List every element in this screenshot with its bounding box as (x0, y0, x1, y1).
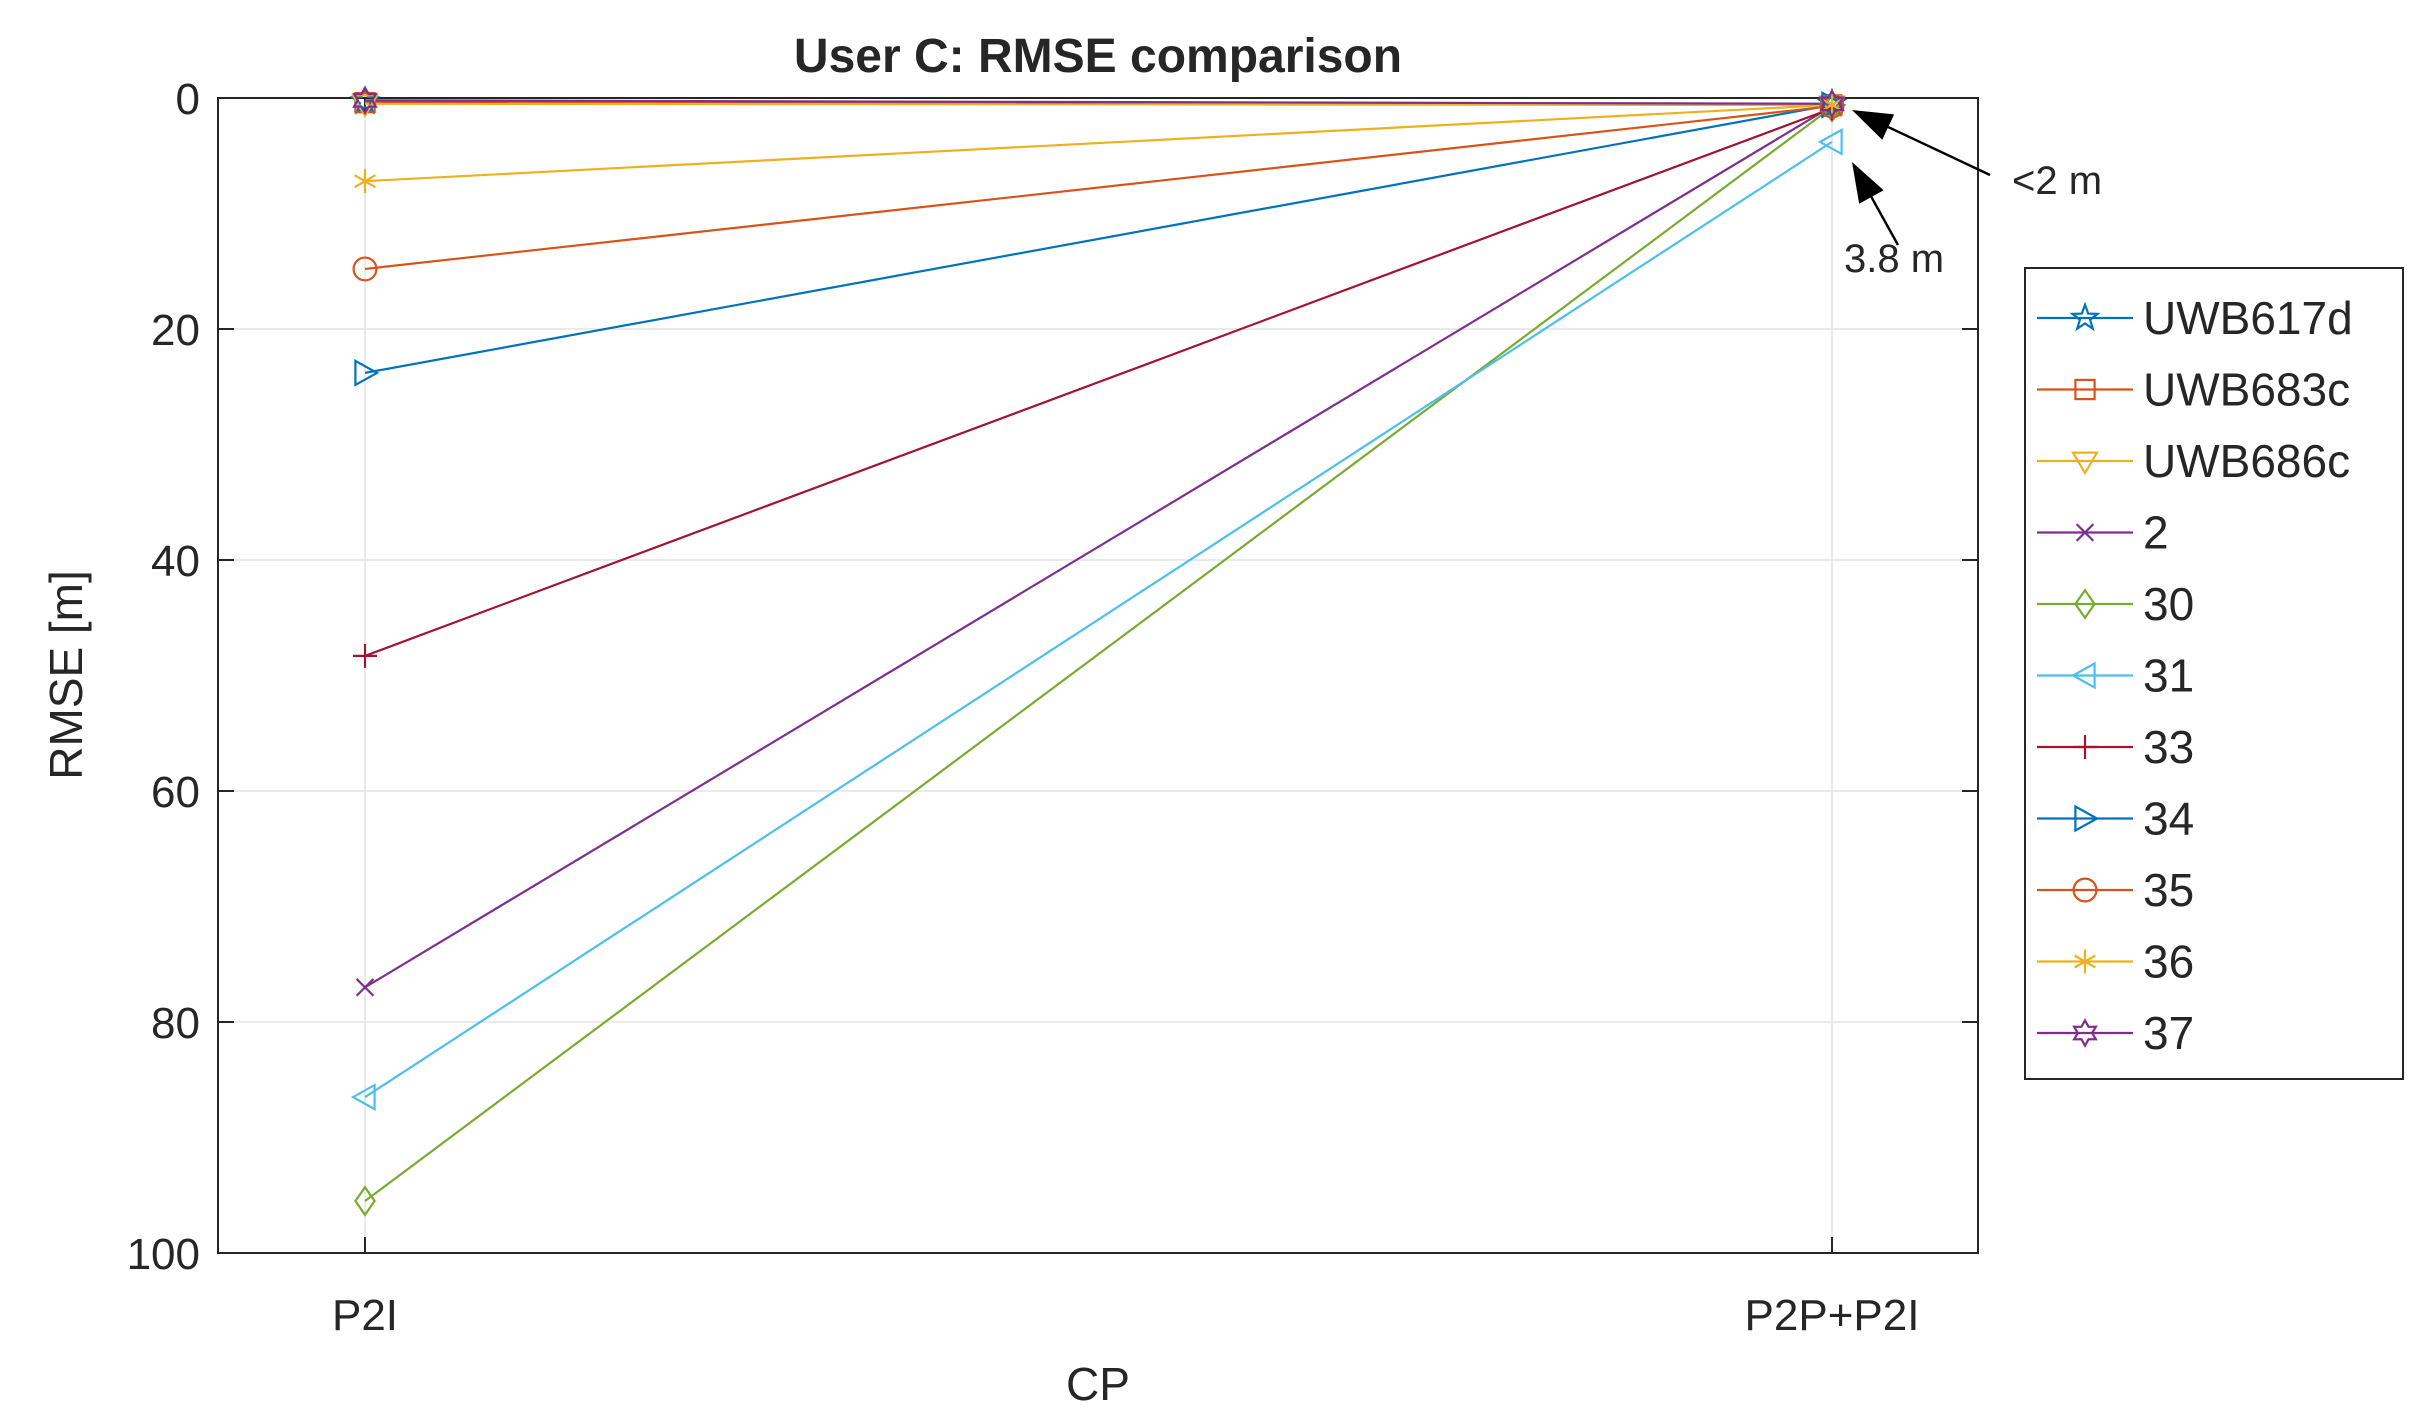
legend-item: 31 (2037, 650, 2194, 702)
legend-label: 36 (2143, 936, 2194, 988)
legend-marker (2070, 661, 2096, 690)
annotation-label: <2 m (2012, 159, 2102, 203)
series-line (364, 140, 1833, 1098)
annotation-arrow (1852, 110, 1991, 177)
chart-title: User C: RMSE comparison (794, 30, 1402, 83)
legend-marker (2075, 523, 2095, 542)
legend-item: UWB617d (2037, 292, 2353, 344)
series-lines (364, 99, 1833, 1202)
legend-label: 2 (2143, 507, 2169, 559)
x-tick-label: P2I (332, 1291, 398, 1340)
legend-marker (2074, 378, 2096, 401)
data-point (353, 643, 377, 668)
series-line (364, 99, 1833, 105)
data-point (350, 1083, 376, 1111)
legend-label: UWB617d (2143, 292, 2353, 344)
data-point (354, 1185, 376, 1217)
series-line (364, 103, 1833, 374)
legend-item: 36 (2037, 936, 2194, 988)
y-tick-label: 0 (176, 75, 200, 124)
data-point (354, 169, 376, 194)
legend-marker (2073, 735, 2097, 759)
x-tick-label: P2P+P2I (1745, 1291, 1920, 1340)
y-tick-label: 60 (151, 768, 200, 817)
series-line (364, 105, 1833, 989)
legend-box (2024, 267, 2404, 1080)
series-line (364, 103, 1833, 183)
legend-marker (2074, 588, 2096, 620)
data-point (1821, 92, 1843, 117)
legend-item: 34 (2037, 793, 2194, 845)
legend-label: 37 (2143, 1007, 2194, 1059)
legend-marker (2074, 804, 2100, 833)
annotation-arrow (1852, 162, 1900, 246)
series-line (364, 102, 1833, 107)
annotation-label: 3.8 m (1844, 237, 1944, 281)
legend-item: UWB686c (2037, 435, 2350, 487)
legend-marker (2071, 451, 2099, 476)
y-tick-label: 80 (151, 999, 200, 1048)
legend-marker (2072, 1018, 2098, 1048)
legend-label: 31 (2143, 650, 2194, 702)
x-axis-label: CP (1066, 1358, 1130, 1410)
series-line (364, 107, 1833, 657)
data-point (1819, 88, 1845, 119)
plot-area (217, 97, 1979, 1254)
series-line (364, 104, 1833, 271)
y-axis-label: RMSE [m] (40, 570, 92, 780)
legend-marker (2074, 949, 2096, 974)
legend-label: UWB686c (2143, 435, 2350, 487)
data-point (352, 256, 378, 282)
y-tick-label: 20 (151, 306, 200, 355)
legend-item: 2 (2037, 507, 2169, 559)
series-markers (349, 85, 1848, 1217)
legend-item: 30 (2037, 578, 2194, 630)
data-point (352, 85, 378, 116)
series-line (364, 106, 1833, 1202)
legend-label: 35 (2143, 864, 2194, 916)
data-point (354, 359, 380, 387)
data-point (355, 978, 375, 997)
legend-item: 35 (2037, 864, 2194, 916)
y-tick-label: 40 (151, 537, 200, 586)
legend-marker (2069, 301, 2101, 332)
legend-label: UWB683c (2143, 364, 2350, 416)
annotations: <2 m 3.8 m (1844, 110, 2102, 281)
legend-marker (2072, 877, 2098, 903)
axis-ticks: 0 20 40 60 80 100 P2I P2P+P2I (127, 75, 1978, 1340)
legend-item: UWB683c (2037, 364, 2350, 416)
legend-item: 37 (2037, 1007, 2194, 1059)
data-point (1817, 128, 1843, 156)
y-tick-label: 100 (127, 1230, 200, 1279)
legend-label: 30 (2143, 578, 2194, 630)
legend: UWB617d UWB683c UWB686c 2 30 31 33 34 35 36 37 (2024, 267, 2404, 1080)
legend-label: 34 (2143, 793, 2194, 845)
data-point (1821, 91, 1847, 119)
legend-label: 33 (2143, 721, 2194, 773)
legend-item: 33 (2037, 721, 2194, 773)
